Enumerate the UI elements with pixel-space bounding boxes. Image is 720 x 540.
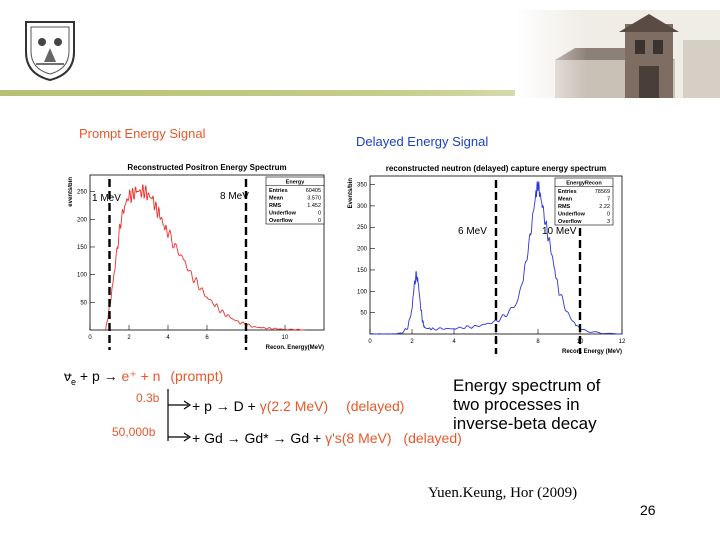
x-tick-label: 4 [166, 335, 170, 341]
caption-line-1: Energy spectrum of [453, 376, 601, 395]
cut-line-label: 10 MeV [542, 226, 577, 237]
x-tick-label: 2 [127, 335, 131, 341]
stats-value: 3 [607, 219, 610, 225]
page-number: 26 [640, 502, 656, 518]
y-tick-label: 100 [77, 273, 88, 279]
main-reaction: _ νe + p → e⁺ + n (prompt) [64, 362, 224, 387]
x-tick-label: 12 [619, 339, 626, 345]
stats-box-title: EnergyRecon [566, 181, 602, 187]
y-tick-label: 100 [357, 289, 368, 295]
process-2: + Gd → Gd* → Gd + γ's(8 MeV) (delayed) [192, 430, 462, 446]
stats-value: 0 [607, 212, 610, 218]
x-tick-label: 4 [452, 339, 456, 345]
x-tick-label: 6 [205, 335, 209, 341]
process-1-reaction: + p → D + [192, 398, 260, 414]
stats-key: Mean [558, 197, 573, 203]
process-1-gamma: γ(2.2 MeV) [259, 398, 329, 414]
credit-text: Yuen.Keung, Hor (2009) [428, 485, 578, 501]
delayed-energy-chart: reconstructed neutron (delayed) capture … [348, 164, 626, 355]
y-tick-label: 200 [77, 217, 88, 223]
stats-key: Underflow [558, 212, 586, 218]
stats-value: 2.22 [599, 204, 610, 210]
x-axis-label: Recon. Energy (MeV) [562, 349, 622, 355]
process-2-reaction: + Gd → Gd* → Gd + [192, 430, 326, 446]
y-tick-label: 300 [357, 204, 368, 210]
cross-section-1: 0.3b [136, 391, 160, 405]
stats-value: 7 [607, 197, 610, 203]
cross-section-2: 50,000b [112, 425, 156, 439]
y-tick-label: 350 [357, 183, 368, 189]
stats-key: RMS [269, 203, 282, 209]
x-tick-label: 8 [536, 339, 540, 345]
stats-key: Entries [269, 188, 288, 194]
y-tick-label: 200 [357, 247, 368, 253]
caption: Energy spectrum of two processes in inve… [453, 376, 600, 433]
caption-line-3: inverse-beta decay [453, 414, 597, 433]
stats-key: Underflow [269, 211, 297, 217]
main-reaction-products: e⁺ + n [121, 368, 161, 384]
process-2-gamma: γ's(8 MeV) [325, 430, 392, 446]
prompt-signal-label: Prompt Energy Signal [79, 126, 206, 141]
process-2-delayed-tag: (delayed) [403, 430, 462, 446]
y-tick-label: 250 [77, 190, 88, 196]
cut-line-label: 6 MeV [458, 226, 487, 237]
delayed-signal-label: Delayed Energy Signal [356, 134, 489, 149]
stats-value: 1.452 [307, 203, 321, 209]
stats-value: 3.570 [307, 196, 321, 202]
stats-key: Overflow [558, 219, 582, 225]
x-tick-label: 2 [410, 339, 414, 345]
stats-key: Overflow [269, 218, 293, 224]
y-tick-label: 250 [357, 225, 368, 231]
series-line [369, 181, 622, 335]
cut-line-label: 1 MeV [92, 193, 121, 204]
campus-building-photo [515, 10, 720, 98]
prompt-energy-chart: Reconstructed Positron Energy Spectrum 50… [68, 163, 325, 351]
stats-key: RMS [558, 204, 571, 210]
y-axis-label: events/bin [68, 177, 74, 207]
x-tick-label: 10 [282, 335, 289, 341]
prompt-tag: (prompt) [170, 368, 224, 384]
y-tick-label: 150 [77, 245, 88, 251]
antineutrino-symbol: ν [64, 368, 71, 384]
chart-title: Reconstructed Positron Energy Spectrum [127, 163, 286, 172]
x-tick-label: 0 [88, 335, 92, 341]
stats-value: 0 [318, 218, 321, 224]
caption-line-2: two processes in [453, 395, 580, 414]
stats-value: 78569 [595, 189, 610, 195]
stats-key: Entries [558, 189, 577, 195]
stats-key: Mean [269, 196, 284, 202]
y-axis-label: Events/bin [348, 178, 354, 209]
university-seal-logo [25, 21, 75, 82]
stats-box-title: Energy [286, 180, 306, 186]
x-tick-label: 0 [368, 339, 372, 345]
antineutrino-subscript: e [71, 376, 77, 387]
stats-value: 60405 [306, 188, 321, 194]
stats-box [554, 177, 614, 226]
branch-bracket [167, 389, 192, 442]
main-reaction-rest: + p → [79, 368, 122, 384]
y-tick-label: 50 [360, 311, 367, 317]
series-line [105, 184, 305, 331]
header-bar [0, 90, 720, 96]
y-tick-label: 50 [80, 300, 87, 306]
process-1: + p → D + γ(2.2 MeV) (delayed) [192, 398, 404, 414]
y-tick-label: 150 [357, 268, 368, 274]
stats-value: 0 [318, 211, 321, 217]
stats-box [265, 176, 325, 225]
cut-line-label: 8 MeV [220, 191, 249, 202]
chart-title: reconstructed neutron (delayed) capture … [386, 164, 607, 173]
x-axis-label: Recon. Energy(MeV) [266, 345, 324, 351]
process-1-delayed-tag: (delayed) [346, 398, 405, 414]
